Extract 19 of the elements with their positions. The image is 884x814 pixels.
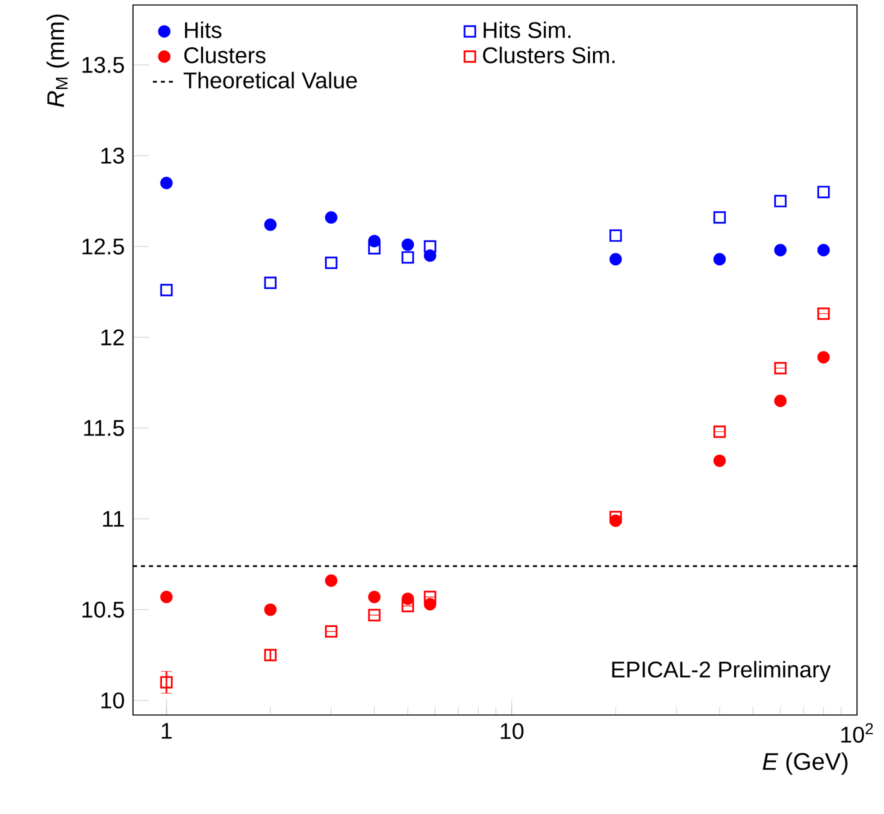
x-tick-label: 1 <box>162 723 172 739</box>
y-tick-label: 13.5 <box>82 56 124 73</box>
legend-label: Hits <box>185 22 222 38</box>
y-tick-label: 12 <box>101 329 124 346</box>
x-tick-label: 10 <box>500 723 524 740</box>
x-axis-title: E (GeV) <box>762 752 848 775</box>
y-axis-title: R$_{M}$ (mm) <box>46 14 69 107</box>
legend-label: Clusters <box>184 46 266 64</box>
legend-label: Hits Sim. <box>484 22 570 38</box>
legend-label: Theoretical Value <box>184 72 357 88</box>
y-tick-label: 12.5 <box>82 238 124 255</box>
y-tick-label: 11 <box>103 511 124 527</box>
y-tick-label: 10 <box>101 692 124 709</box>
y-tick-label: 11.5 <box>84 420 124 436</box>
y-tick-label: 13 <box>101 148 124 164</box>
x-tick-label: 10$^{2}$ <box>841 723 873 743</box>
annotation: EPICAL-2 Preliminary <box>612 660 831 682</box>
y-tick-label: 10.5 <box>82 602 124 618</box>
legend-label: Clusters Sim. <box>483 46 615 64</box>
